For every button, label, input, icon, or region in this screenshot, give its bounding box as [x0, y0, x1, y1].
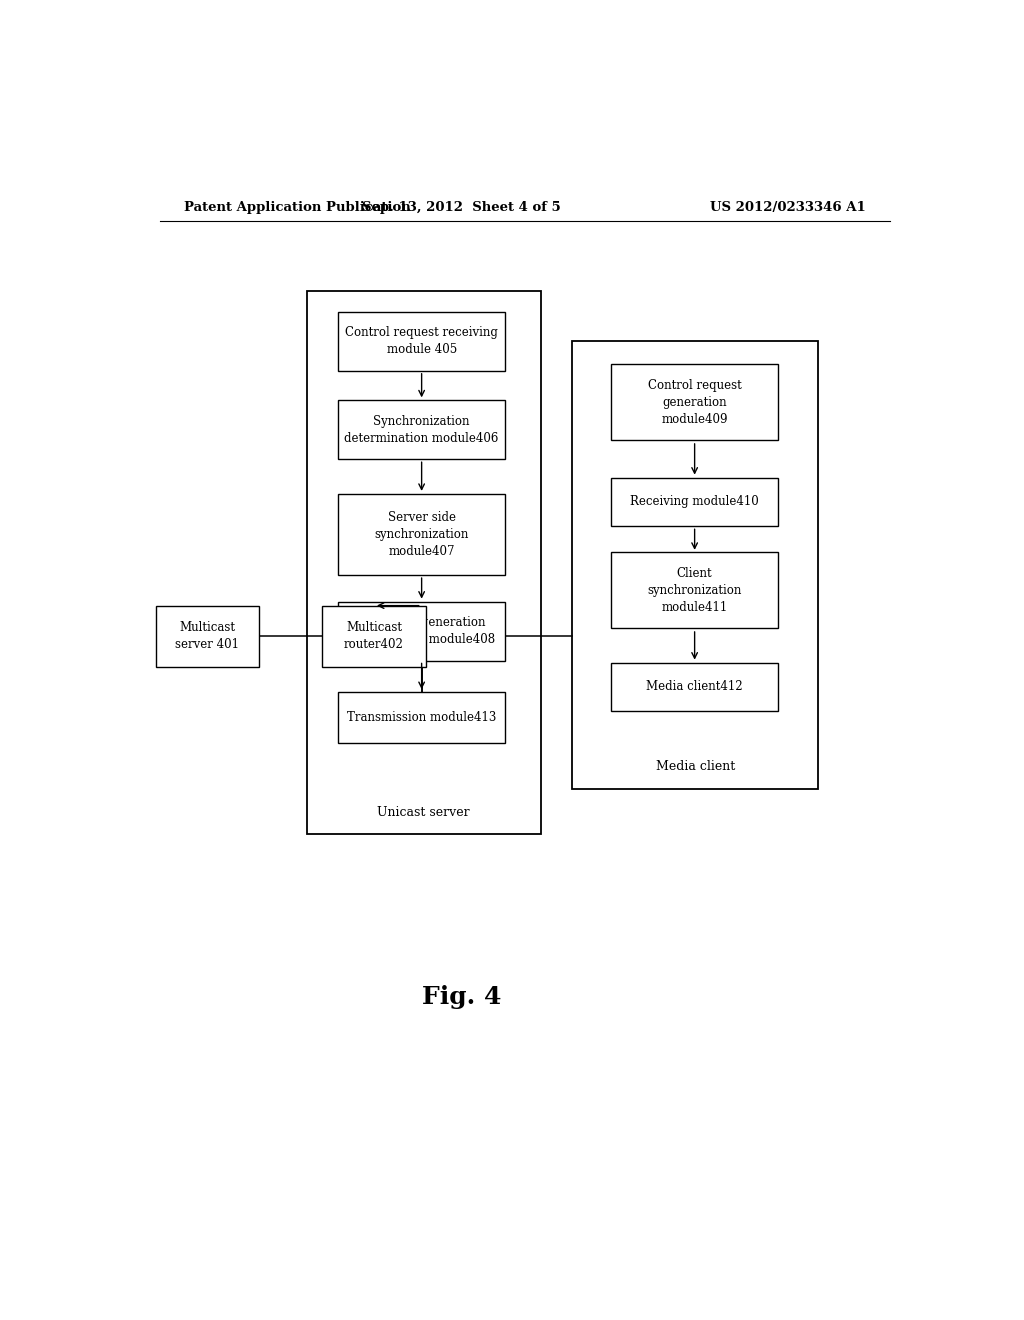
- Text: Signalling generation: Signalling generation: [357, 616, 485, 628]
- Bar: [323, 606, 426, 667]
- Bar: [338, 400, 505, 459]
- Text: server 401: server 401: [175, 639, 240, 651]
- Text: Multicast: Multicast: [179, 620, 236, 634]
- Text: synchronization: synchronization: [375, 528, 469, 541]
- Bar: [611, 552, 778, 628]
- Text: Multicast: Multicast: [346, 620, 402, 634]
- Text: Sep. 13, 2012  Sheet 4 of 5: Sep. 13, 2012 Sheet 4 of 5: [361, 201, 561, 214]
- Bar: [338, 312, 505, 371]
- Text: Unicast server: Unicast server: [377, 807, 470, 818]
- Text: Transmission module413: Transmission module413: [347, 711, 497, 723]
- Bar: [156, 606, 259, 667]
- Bar: [611, 478, 778, 527]
- Text: module411: module411: [662, 601, 728, 614]
- Bar: [338, 494, 505, 576]
- Text: Server side: Server side: [388, 511, 456, 524]
- Text: Synchronization: Synchronization: [374, 414, 470, 428]
- Text: module407: module407: [388, 545, 455, 558]
- Text: Media client: Media client: [655, 760, 735, 774]
- Text: Fig. 4: Fig. 4: [422, 985, 501, 1008]
- Bar: [611, 364, 778, 441]
- Text: Receiving module410: Receiving module410: [630, 495, 759, 508]
- Text: synchronization: synchronization: [647, 583, 741, 597]
- Text: Control request: Control request: [648, 379, 741, 392]
- Bar: [611, 663, 778, 711]
- Bar: [338, 602, 505, 660]
- Text: Media client412: Media client412: [646, 680, 743, 693]
- Bar: [306, 290, 541, 834]
- Text: Client: Client: [677, 566, 713, 579]
- Text: generation: generation: [663, 396, 727, 409]
- Text: determination module406: determination module406: [344, 432, 499, 445]
- Text: module 405: module 405: [386, 343, 457, 356]
- Bar: [572, 342, 818, 788]
- Text: transmission module408: transmission module408: [348, 634, 495, 647]
- Bar: [338, 692, 505, 743]
- Text: module409: module409: [662, 413, 728, 426]
- Text: router402: router402: [344, 639, 403, 651]
- Text: US 2012/0233346 A1: US 2012/0233346 A1: [711, 201, 866, 214]
- Text: Control request receiving: Control request receiving: [345, 326, 498, 339]
- Text: Patent Application Publication: Patent Application Publication: [183, 201, 411, 214]
